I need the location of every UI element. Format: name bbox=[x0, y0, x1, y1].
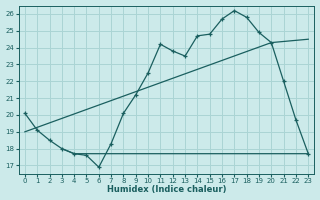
X-axis label: Humidex (Indice chaleur): Humidex (Indice chaleur) bbox=[107, 185, 226, 194]
